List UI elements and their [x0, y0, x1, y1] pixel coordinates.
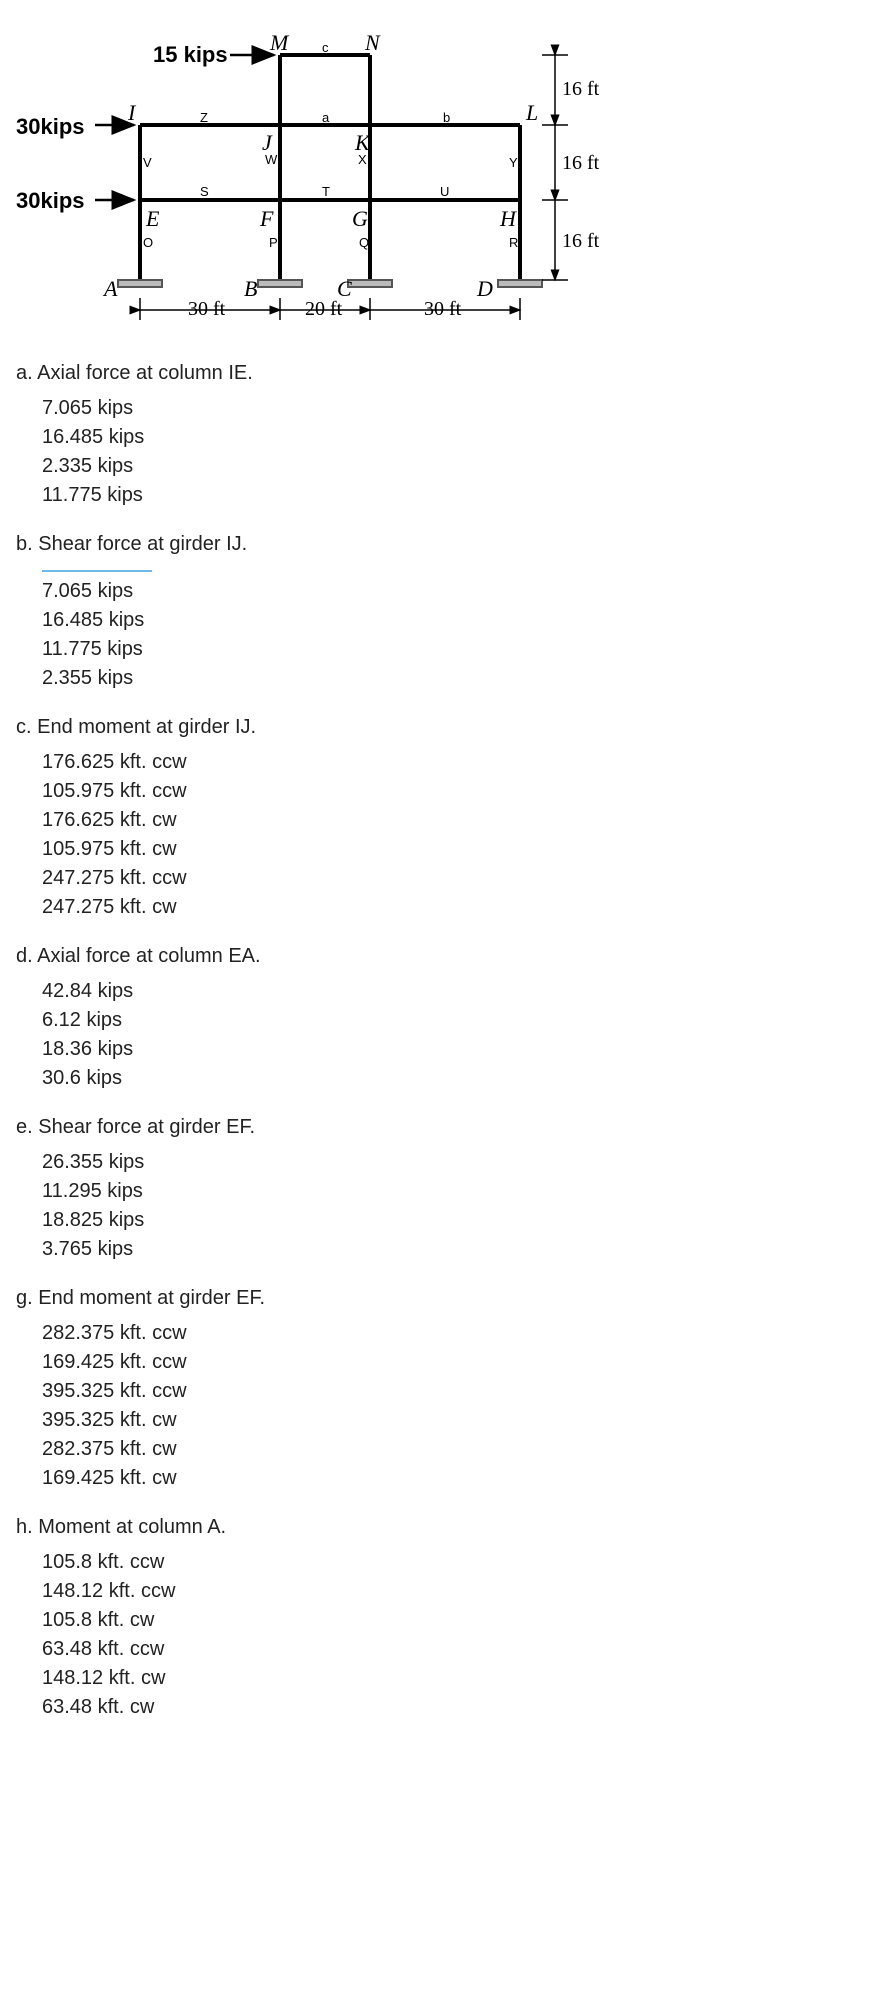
option-item[interactable]: 105.8 kft. ccw: [42, 1549, 864, 1576]
option-item[interactable]: 2.335 kips: [42, 453, 864, 480]
node-G: G: [352, 206, 368, 232]
question-block: d. Axial force at column EA. 42.84 kips6.…: [16, 943, 864, 1092]
options-group: 105.8 kft. ccw148.12 kft. ccw105.8 kft. …: [42, 1549, 864, 1721]
dim-h1: 16 ft: [562, 78, 599, 101]
question-block: a. Axial force at column IE. 7.065 kips16…: [16, 360, 864, 509]
question-title: a. Axial force at column IE.: [16, 360, 864, 387]
options-group: 42.84 kips6.12 kips18.36 kips30.6 kips: [42, 978, 864, 1092]
node-E: E: [146, 206, 159, 232]
answer-underline: [42, 566, 152, 572]
options-group: 7.065 kips16.485 kips2.335 kips11.775 ki…: [42, 395, 864, 509]
option-item[interactable]: 11.295 kips: [42, 1178, 864, 1205]
option-item[interactable]: 30.6 kips: [42, 1065, 864, 1092]
node-I: I: [128, 100, 135, 126]
question-block: h. Moment at column A.105.8 kft. ccw148.…: [16, 1514, 864, 1721]
option-item[interactable]: 16.485 kips: [42, 424, 864, 451]
node-A: A: [104, 276, 117, 302]
question-block: e. Shear force at girder EF.26.355 kips1…: [16, 1114, 864, 1263]
node-M: M: [270, 30, 288, 56]
lbl-Y: Y: [509, 155, 518, 170]
options-group: 176.625 kft. ccw105.975 kft. ccw176.625 …: [42, 749, 864, 921]
lbl-S: S: [200, 184, 209, 199]
options-group: 7.065 kips16.485 kips11.775 kips2.355 ki…: [42, 578, 864, 692]
option-item[interactable]: 105.975 kft. cw: [42, 836, 864, 863]
load-bot: 30kips: [16, 188, 85, 214]
option-item[interactable]: 11.775 kips: [42, 482, 864, 509]
dim-h2: 16 ft: [562, 152, 599, 175]
option-item[interactable]: 247.275 kft. ccw: [42, 865, 864, 892]
option-item[interactable]: 63.48 kft. cw: [42, 1694, 864, 1721]
question-title: g. End moment at girder EF.: [16, 1285, 864, 1312]
lbl-O: O: [143, 235, 153, 250]
options-group: 26.355 kips11.295 kips18.825 kips3.765 k…: [42, 1149, 864, 1263]
questions-list: a. Axial force at column IE.7.065 kips16…: [16, 360, 864, 1721]
lbl-W: W: [265, 152, 277, 167]
option-item[interactable]: 26.355 kips: [42, 1149, 864, 1176]
dim-s2: 20 ft: [305, 298, 342, 321]
option-item[interactable]: 176.625 kft. ccw: [42, 749, 864, 776]
lbl-R: R: [509, 235, 518, 250]
option-item[interactable]: 395.325 kft. ccw: [42, 1378, 864, 1405]
option-item[interactable]: 148.12 kft. cw: [42, 1665, 864, 1692]
load-top: 15 kips: [153, 42, 228, 68]
question-title: c. End moment at girder IJ.: [16, 714, 864, 741]
option-item[interactable]: 105.975 kft. ccw: [42, 778, 864, 805]
node-D: D: [477, 276, 493, 302]
question-block: g. End moment at girder EF. 282.375 kft. …: [16, 1285, 864, 1492]
node-N: N: [365, 30, 380, 56]
lbl-T: T: [322, 184, 330, 199]
lbl-c: c: [322, 40, 329, 55]
load-mid: 30kips: [16, 114, 85, 140]
dim-h3: 16 ft: [562, 230, 599, 253]
lbl-Z: Z: [200, 110, 208, 125]
question-title: d. Axial force at column EA.: [16, 943, 864, 970]
option-item[interactable]: 6.12 kips: [42, 1007, 864, 1034]
option-item[interactable]: 63.48 kft. ccw: [42, 1636, 864, 1663]
option-item[interactable]: 105.8 kft. cw: [42, 1607, 864, 1634]
node-L: L: [526, 100, 538, 126]
lbl-U: U: [440, 184, 449, 199]
option-item[interactable]: 148.12 kft. ccw: [42, 1578, 864, 1605]
question-block: b. Shear force at girder IJ. 7.065 kips16…: [16, 531, 864, 692]
node-F: F: [260, 206, 273, 232]
lbl-Q: Q: [359, 235, 369, 250]
options-group: 282.375 kft. ccw169.425 kft. ccw395.325 …: [42, 1320, 864, 1492]
option-item[interactable]: 3.765 kips: [42, 1236, 864, 1263]
option-item[interactable]: 2.355 kips: [42, 665, 864, 692]
option-item[interactable]: 7.065 kips: [42, 578, 864, 605]
question-block: c. End moment at girder IJ. 176.625 kft. …: [16, 714, 864, 921]
question-title: b. Shear force at girder IJ.: [16, 531, 864, 558]
option-item[interactable]: 42.84 kips: [42, 978, 864, 1005]
option-item[interactable]: 282.375 kft. ccw: [42, 1320, 864, 1347]
option-item[interactable]: 282.375 kft. cw: [42, 1436, 864, 1463]
option-item[interactable]: 16.485 kips: [42, 607, 864, 634]
option-item[interactable]: 247.275 kft. cw: [42, 894, 864, 921]
option-item[interactable]: 18.36 kips: [42, 1036, 864, 1063]
option-item[interactable]: 395.325 kft. cw: [42, 1407, 864, 1434]
question-title: h. Moment at column A.: [16, 1514, 864, 1541]
option-item[interactable]: 18.825 kips: [42, 1207, 864, 1234]
node-H: H: [500, 206, 516, 232]
option-item[interactable]: 169.425 kft. ccw: [42, 1349, 864, 1376]
option-item[interactable]: 7.065 kips: [42, 395, 864, 422]
option-item[interactable]: 169.425 kft. cw: [42, 1465, 864, 1492]
lbl-X: X: [358, 152, 367, 167]
structural-diagram: 15 kips 30kips 30kips M N I L J K E F G …: [20, 20, 620, 330]
dim-s3: 30 ft: [424, 298, 461, 321]
lbl-a: a: [322, 110, 329, 125]
option-item[interactable]: 176.625 kft. cw: [42, 807, 864, 834]
option-item[interactable]: 11.775 kips: [42, 636, 864, 663]
lbl-V: V: [143, 155, 152, 170]
lbl-P: P: [269, 235, 278, 250]
dim-s1: 30 ft: [188, 298, 225, 321]
question-title: e. Shear force at girder EF.: [16, 1114, 864, 1141]
node-B: B: [244, 276, 257, 302]
lbl-b: b: [443, 110, 450, 125]
